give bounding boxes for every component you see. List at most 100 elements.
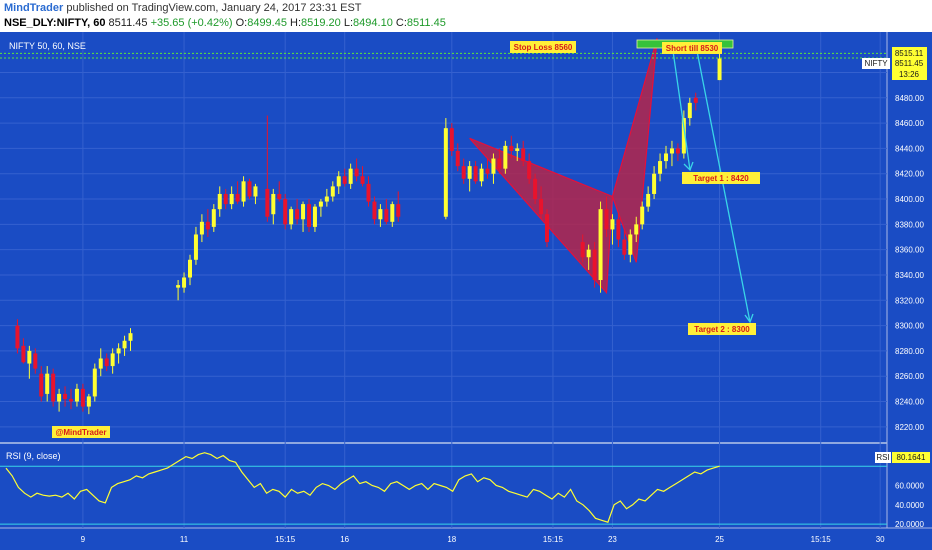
candle[interactable] bbox=[539, 186, 544, 220]
candle[interactable] bbox=[449, 123, 454, 157]
candle[interactable] bbox=[675, 143, 680, 162]
candle[interactable] bbox=[110, 348, 115, 374]
candle[interactable] bbox=[687, 97, 692, 126]
candle[interactable] bbox=[693, 92, 698, 111]
candle[interactable] bbox=[199, 214, 204, 243]
candle[interactable] bbox=[378, 204, 383, 227]
candle[interactable] bbox=[295, 199, 300, 225]
candle[interactable] bbox=[122, 335, 127, 356]
target-arrow-2[interactable] bbox=[696, 50, 754, 324]
candle[interactable] bbox=[277, 181, 282, 202]
candle[interactable] bbox=[80, 383, 85, 412]
candle[interactable] bbox=[646, 186, 651, 212]
candle[interactable] bbox=[467, 161, 472, 192]
candle[interactable] bbox=[580, 234, 585, 263]
candle[interactable] bbox=[527, 153, 532, 184]
candle[interactable] bbox=[360, 166, 365, 187]
candle[interactable] bbox=[15, 319, 20, 354]
candle[interactable] bbox=[598, 201, 603, 293]
candle[interactable] bbox=[324, 188, 329, 207]
candle[interactable] bbox=[491, 153, 496, 184]
candle[interactable] bbox=[223, 188, 228, 210]
candle[interactable] bbox=[384, 199, 389, 225]
candle[interactable] bbox=[521, 140, 526, 167]
candle[interactable] bbox=[461, 158, 466, 184]
candle[interactable] bbox=[354, 158, 359, 182]
candle[interactable] bbox=[271, 188, 276, 225]
candles[interactable] bbox=[15, 48, 722, 415]
target-arrow-1[interactable] bbox=[672, 50, 694, 172]
candle[interactable] bbox=[301, 201, 306, 232]
candle[interactable] bbox=[515, 143, 520, 162]
candle[interactable] bbox=[128, 328, 133, 351]
candle[interactable] bbox=[176, 280, 181, 301]
rsi-line[interactable] bbox=[5, 452, 720, 523]
candle[interactable] bbox=[681, 110, 686, 159]
candle[interactable] bbox=[640, 201, 645, 230]
candle[interactable] bbox=[479, 163, 484, 187]
candle[interactable] bbox=[193, 226, 198, 265]
candle[interactable] bbox=[235, 181, 240, 205]
candle[interactable] bbox=[372, 196, 377, 225]
candle[interactable] bbox=[229, 186, 234, 210]
price-axis[interactable] bbox=[887, 32, 932, 528]
candle[interactable] bbox=[69, 388, 73, 410]
candle[interactable] bbox=[265, 115, 270, 222]
candle[interactable] bbox=[628, 229, 633, 263]
short-till-label[interactable]: Short till 8530 bbox=[662, 42, 722, 54]
candle[interactable] bbox=[610, 214, 615, 245]
candle[interactable] bbox=[247, 178, 252, 200]
candle[interactable] bbox=[241, 176, 246, 207]
candle[interactable] bbox=[342, 168, 347, 187]
candle[interactable] bbox=[86, 393, 91, 415]
candle[interactable] bbox=[27, 345, 32, 379]
candle[interactable] bbox=[51, 368, 56, 407]
candle[interactable] bbox=[318, 199, 323, 217]
candle[interactable] bbox=[312, 204, 317, 232]
candle[interactable] bbox=[21, 338, 26, 364]
candle[interactable] bbox=[664, 145, 668, 169]
candle[interactable] bbox=[211, 204, 216, 232]
candle[interactable] bbox=[622, 229, 627, 260]
candle[interactable] bbox=[57, 388, 62, 412]
candle[interactable] bbox=[669, 140, 674, 167]
candle[interactable] bbox=[396, 191, 401, 222]
candle[interactable] bbox=[455, 143, 460, 172]
candle[interactable] bbox=[473, 161, 478, 184]
candle[interactable] bbox=[366, 176, 371, 207]
candle[interactable] bbox=[592, 242, 597, 288]
candle[interactable] bbox=[205, 209, 210, 237]
candle[interactable] bbox=[253, 183, 258, 205]
candle[interactable] bbox=[307, 199, 311, 232]
candle[interactable] bbox=[336, 171, 341, 194]
candle[interactable] bbox=[545, 209, 549, 248]
candle[interactable] bbox=[652, 166, 657, 200]
candle[interactable] bbox=[33, 348, 38, 374]
candle[interactable] bbox=[485, 158, 490, 179]
candle[interactable] bbox=[45, 366, 50, 402]
candle[interactable] bbox=[533, 173, 538, 205]
candle[interactable] bbox=[604, 196, 609, 237]
candle[interactable] bbox=[497, 148, 502, 174]
candle[interactable] bbox=[443, 118, 448, 220]
target2-label[interactable]: Target 2 : 8300 bbox=[688, 323, 756, 335]
price-pane[interactable] bbox=[0, 32, 887, 442]
candle[interactable] bbox=[390, 201, 395, 227]
candle[interactable] bbox=[283, 193, 288, 230]
candle[interactable] bbox=[289, 206, 294, 230]
candle[interactable] bbox=[586, 244, 591, 270]
stop-loss-label[interactable]: Stop Loss 8560 bbox=[510, 41, 576, 53]
candle[interactable] bbox=[116, 343, 121, 364]
time-axis[interactable] bbox=[0, 528, 932, 550]
candle[interactable] bbox=[509, 135, 514, 159]
candle[interactable] bbox=[98, 348, 103, 377]
candle[interactable] bbox=[348, 163, 353, 189]
candle[interactable] bbox=[188, 254, 192, 286]
candle[interactable] bbox=[39, 366, 44, 402]
candle[interactable] bbox=[658, 153, 663, 182]
candle[interactable] bbox=[92, 363, 97, 402]
candle[interactable] bbox=[616, 211, 621, 248]
candle[interactable] bbox=[634, 216, 639, 243]
rsi-series[interactable] bbox=[5, 452, 720, 523]
target1-label[interactable]: Target 1 : 8420 bbox=[682, 172, 760, 184]
